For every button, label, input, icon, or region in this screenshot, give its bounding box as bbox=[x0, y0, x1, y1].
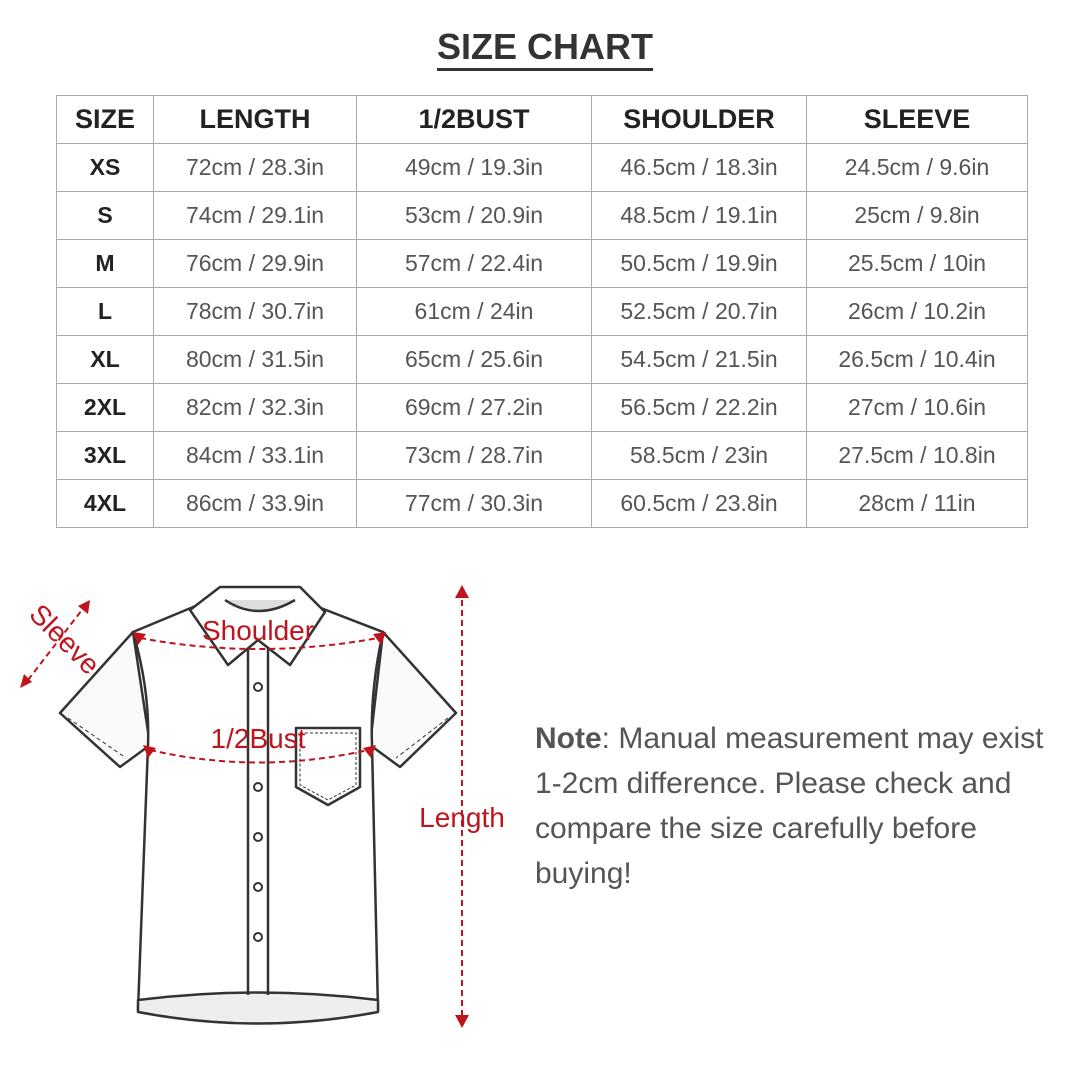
table-row: XL 80cm / 31.5in 65cm / 25.6in 54.5cm / 21.… bbox=[56, 335, 1028, 384]
table-row: L 78cm / 30.7in 61cm / 24in 52.5cm / 20.7in… bbox=[56, 287, 1028, 336]
column-header: SIZE bbox=[56, 95, 154, 144]
note-label: Note bbox=[535, 722, 602, 755]
measurement-cell: 49cm / 19.3in bbox=[356, 143, 592, 192]
button-icon bbox=[253, 782, 263, 792]
table-row: 4XL 86cm / 33.9in 77cm / 30.3in 60.5cm / 23… bbox=[56, 479, 1028, 528]
measurement-cell: 25cm / 9.8in bbox=[806, 191, 1028, 240]
measurement-cell: 27cm / 10.6in bbox=[806, 383, 1028, 432]
measurement-cell: 80cm / 31.5in bbox=[153, 335, 357, 384]
size-cell: 4XL bbox=[56, 479, 154, 528]
table-row: 3XL 84cm / 33.1in 73cm / 28.7in 58.5cm / 23… bbox=[56, 431, 1028, 480]
measurement-cell: 57cm / 22.4in bbox=[356, 239, 592, 288]
size-cell: XS bbox=[56, 143, 154, 192]
note-body: : Manual measurement may exist 1-2cm dif… bbox=[535, 722, 1044, 890]
measurement-cell: 60.5cm / 23.8in bbox=[591, 479, 807, 528]
column-header: 1/2BUST bbox=[356, 95, 592, 144]
measurement-cell: 84cm / 33.1in bbox=[153, 431, 357, 480]
size-table: SIZE LENGTH 1/2BUST SHOULDER SLEEVE XS 72cm /… bbox=[56, 95, 1028, 528]
measurement-cell: 26cm / 10.2in bbox=[806, 287, 1028, 336]
button-icon bbox=[253, 932, 263, 942]
note-text: Note: Manual measurement may exist 1-2cm… bbox=[535, 716, 1055, 896]
column-header: SLEEVE bbox=[806, 95, 1028, 144]
size-cell: XL bbox=[56, 335, 154, 384]
button-icon bbox=[253, 882, 263, 892]
measurement-cell: 28cm / 11in bbox=[806, 479, 1028, 528]
page-title: SIZE CHART bbox=[0, 26, 1080, 71]
table-row: M 76cm / 29.9in 57cm / 22.4in 50.5cm / 19.9… bbox=[56, 239, 1028, 288]
shirt-outline bbox=[58, 585, 458, 1025]
measurement-cell: 53cm / 20.9in bbox=[356, 191, 592, 240]
arrow-icons bbox=[20, 585, 469, 1028]
table-row: 2XL 82cm / 32.3in 69cm / 27.2in 56.5cm / 22… bbox=[56, 383, 1028, 432]
measurement-cell: 25.5cm / 10in bbox=[806, 239, 1028, 288]
measurement-cell: 76cm / 29.9in bbox=[153, 239, 357, 288]
measurement-cell: 27.5cm / 10.8in bbox=[806, 431, 1028, 480]
bust-label: 1/2Bust bbox=[211, 723, 306, 754]
measurement-cell: 77cm / 30.3in bbox=[356, 479, 592, 528]
measurement-cell: 74cm / 29.1in bbox=[153, 191, 357, 240]
title-text: SIZE CHART bbox=[437, 26, 653, 71]
measurement-cell: 24.5cm / 9.6in bbox=[806, 143, 1028, 192]
measurement-cell: 56.5cm / 22.2in bbox=[591, 383, 807, 432]
shoulder-label: Shoulder bbox=[202, 615, 314, 646]
table-row: XS 72cm / 28.3in 49cm / 19.3in 46.5cm / 18.… bbox=[56, 143, 1028, 192]
measurement-cell: 46.5cm / 18.3in bbox=[591, 143, 807, 192]
button-icon bbox=[253, 832, 263, 842]
column-header: SHOULDER bbox=[591, 95, 807, 144]
measurement-cell: 61cm / 24in bbox=[356, 287, 592, 336]
measurement-cell: 50.5cm / 19.9in bbox=[591, 239, 807, 288]
measurement-cell: 78cm / 30.7in bbox=[153, 287, 357, 336]
size-cell: 2XL bbox=[56, 383, 154, 432]
button-icon bbox=[253, 682, 263, 692]
measurement-cell: 72cm / 28.3in bbox=[153, 143, 357, 192]
measurement-cell: 26.5cm / 10.4in bbox=[806, 335, 1028, 384]
table-row: S 74cm / 29.1in 53cm / 20.9in 48.5cm / 19.1… bbox=[56, 191, 1028, 240]
measurement-cell: 48.5cm / 19.1in bbox=[591, 191, 807, 240]
measurement-cell: 58.5cm / 23in bbox=[591, 431, 807, 480]
measurement-cell: 86cm / 33.9in bbox=[153, 479, 357, 528]
length-label: Length bbox=[419, 802, 505, 833]
measurement-cell: 73cm / 28.7in bbox=[356, 431, 592, 480]
measurement-cell: 69cm / 27.2in bbox=[356, 383, 592, 432]
bust-measure-line bbox=[149, 749, 369, 764]
sleeve-label: Sleeve bbox=[23, 598, 105, 680]
shirt-buttons bbox=[253, 682, 263, 942]
sleeve-measure-line bbox=[27, 605, 86, 681]
table-header-row: SIZE LENGTH 1/2BUST SHOULDER SLEEVE bbox=[56, 95, 1028, 144]
